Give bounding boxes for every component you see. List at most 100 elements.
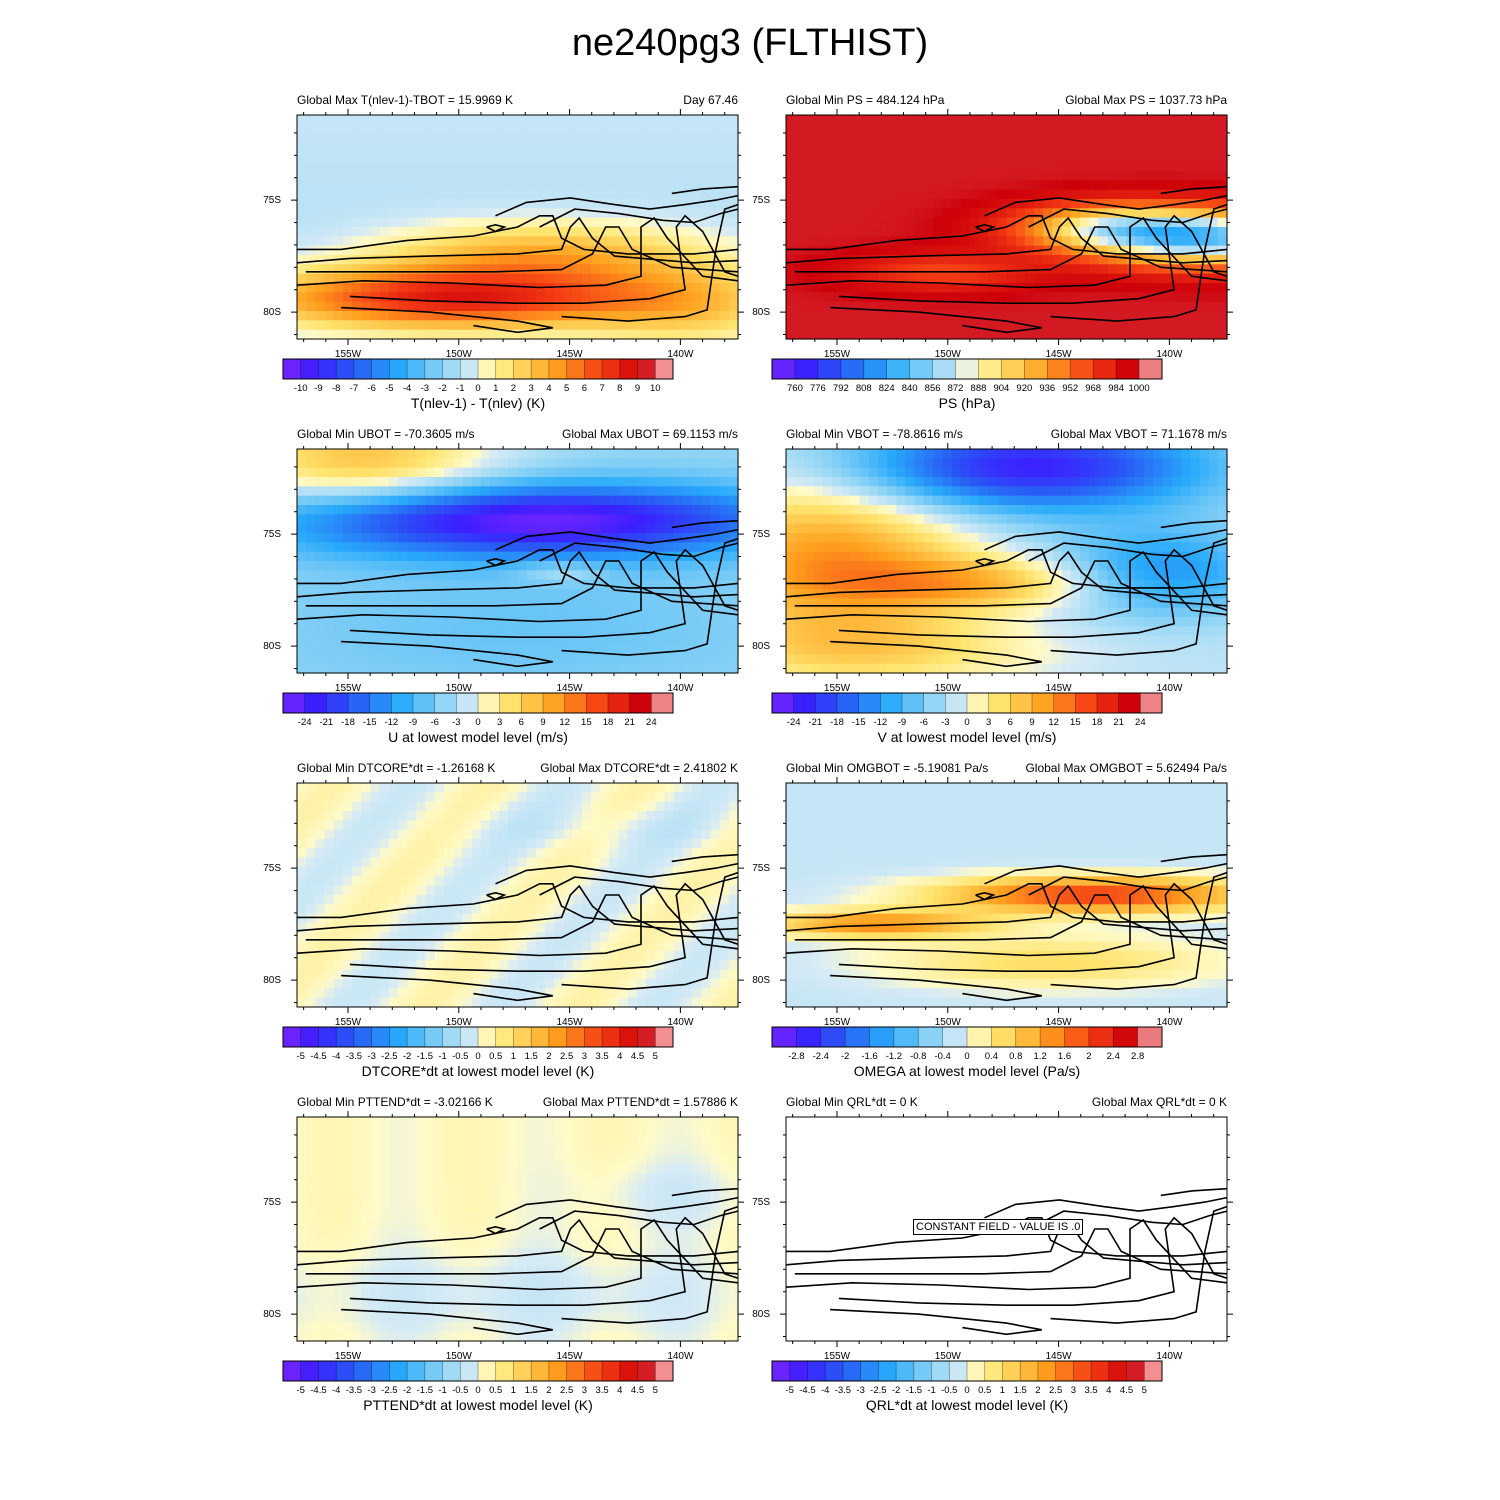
- field-cell: [1217, 301, 1228, 312]
- field-cell: [407, 264, 418, 275]
- field-cell: [1080, 189, 1090, 200]
- field-cell: [425, 329, 436, 340]
- field-cell: [960, 449, 971, 459]
- field-cell: [1217, 635, 1228, 646]
- field-cell: [388, 626, 399, 637]
- field-cell: [370, 654, 381, 665]
- field-cell: [896, 320, 907, 331]
- field-cell: [618, 180, 629, 191]
- field-cell: [951, 589, 962, 599]
- field-cell: [1070, 329, 1081, 340]
- field-cell: [508, 245, 519, 256]
- field-cell: [933, 273, 943, 284]
- field-cell: [646, 236, 656, 247]
- field-cell: [905, 654, 916, 665]
- field-cell: [480, 264, 491, 275]
- field-cell: [627, 663, 638, 674]
- field-cell: [682, 320, 693, 331]
- field-cell: [361, 467, 372, 478]
- field-cell: [673, 551, 684, 562]
- field-cell: [434, 570, 445, 581]
- field-cell: [572, 227, 583, 237]
- field-cell: [646, 495, 656, 506]
- field-cell: [581, 486, 592, 497]
- field-cell: [1181, 579, 1191, 590]
- field-cell: [887, 467, 897, 478]
- field-cell: [315, 467, 326, 478]
- field-cell: [997, 301, 1008, 312]
- field-cell: [988, 217, 998, 228]
- field-cell: [728, 663, 739, 674]
- field-cell: [923, 654, 934, 665]
- field-cell: [719, 264, 730, 275]
- field-cell: [342, 477, 353, 487]
- field-cell: [822, 236, 833, 247]
- field-cell: [850, 283, 861, 293]
- field-cell: [859, 533, 870, 543]
- field-cell: [951, 654, 962, 665]
- field-cell: [1098, 255, 1109, 265]
- field-cell: [636, 227, 647, 237]
- field-cell: [978, 217, 989, 228]
- field-cell: [554, 245, 565, 256]
- field-cell: [951, 329, 962, 340]
- field-cell: [407, 635, 418, 646]
- field-cell: [1006, 115, 1017, 125]
- field-cell: [361, 523, 372, 534]
- field-cell: [1061, 189, 1072, 200]
- field-cell: [416, 283, 427, 293]
- field-cell: [896, 329, 907, 340]
- field-cell: [1162, 449, 1173, 459]
- field-cell: [841, 467, 851, 478]
- field-cell: [444, 227, 454, 237]
- field-cell: [526, 124, 537, 135]
- field-cell: [877, 115, 888, 125]
- field-cell: [563, 152, 574, 163]
- field-cell: [388, 635, 399, 646]
- field-cell: [978, 143, 989, 153]
- field-cell: [636, 505, 647, 515]
- field-cell: [786, 227, 796, 237]
- field-cell: [508, 143, 519, 153]
- field-cell: [1107, 208, 1118, 219]
- field-cell: [1015, 311, 1026, 321]
- field-cell: [425, 607, 436, 618]
- field-cell: [951, 561, 962, 571]
- field-cell: [545, 320, 555, 331]
- field-cell: [535, 645, 546, 655]
- field-cell: [896, 505, 907, 515]
- field-cell: [1125, 133, 1136, 144]
- field-cell: [342, 561, 353, 571]
- field-cell: [868, 551, 879, 562]
- field-cell: [545, 477, 555, 487]
- field-cell: [499, 617, 509, 627]
- field-cell: [1052, 292, 1063, 303]
- field-cell: [997, 579, 1008, 590]
- field-cell: [333, 152, 344, 163]
- field-cell: [306, 161, 316, 172]
- field-cell: [434, 329, 445, 340]
- field-cell: [850, 598, 861, 609]
- field-cell: [1061, 208, 1072, 219]
- field-cell: [342, 449, 353, 459]
- field-cell: [673, 199, 684, 209]
- field-cell: [563, 486, 574, 497]
- field-cell: [324, 635, 335, 646]
- field-cell: [315, 654, 326, 665]
- field-cell: [710, 467, 721, 478]
- colorbar-label: 6: [582, 383, 587, 394]
- field-cell: [786, 217, 796, 228]
- field-cell: [877, 124, 888, 135]
- field-cell: [960, 607, 971, 618]
- field-cell: [554, 626, 565, 637]
- field-cell: [407, 523, 418, 534]
- field-cell: [655, 533, 666, 543]
- field-cell: [379, 495, 390, 506]
- field-cell: [379, 570, 390, 581]
- field-cell: [831, 264, 842, 275]
- field-cell: [804, 245, 815, 256]
- field-cell: [342, 486, 353, 497]
- field-cell: [297, 514, 307, 525]
- field-cell: [841, 320, 851, 331]
- field-cell: [508, 598, 519, 609]
